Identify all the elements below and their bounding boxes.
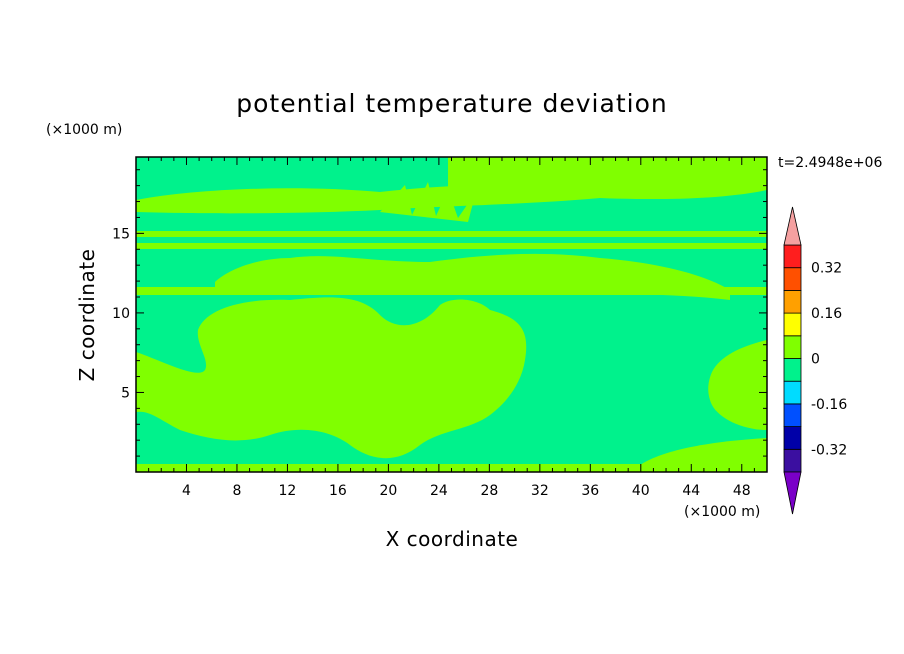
x-tick-label: 24 bbox=[430, 483, 448, 499]
region-left-blob bbox=[136, 297, 527, 459]
y-unit-label: (×1000 m) bbox=[46, 122, 122, 138]
colorbar-segment bbox=[783, 403, 802, 427]
colorbar-label: 0.16 bbox=[811, 306, 842, 322]
band-15 bbox=[136, 231, 767, 237]
y-tick-label: 10 bbox=[112, 306, 130, 322]
colorbar-label: -0.16 bbox=[811, 397, 847, 413]
x-tick-label: 36 bbox=[581, 483, 599, 499]
chart-title: potential temperature deviation bbox=[236, 89, 667, 118]
time-label: t=2.4948e+06 bbox=[778, 155, 882, 171]
band-11 bbox=[136, 287, 767, 295]
x-tick-label: 44 bbox=[682, 483, 700, 499]
region-upper-bands bbox=[136, 178, 767, 214]
colorbar-segment bbox=[783, 312, 802, 337]
band-14 bbox=[136, 243, 767, 249]
colorbar-segment bbox=[783, 289, 802, 314]
colorbar-under-arrow bbox=[783, 471, 802, 515]
x-tick-label: 40 bbox=[632, 483, 650, 499]
region-bottom-right bbox=[640, 438, 767, 472]
colorbar-segment bbox=[783, 448, 802, 473]
x-unit-label: (×1000 m) bbox=[684, 504, 760, 520]
region-wedge-rays bbox=[380, 182, 476, 222]
y-axis-label: Z coordinate bbox=[75, 249, 99, 382]
colorbar-over-arrow bbox=[783, 206, 802, 246]
x-tick-label: 12 bbox=[279, 483, 297, 499]
colorbar-label: 0.32 bbox=[811, 261, 842, 277]
y-tick-label: 5 bbox=[121, 385, 130, 401]
x-axis-label: X coordinate bbox=[386, 527, 519, 551]
colorbar-label: -0.32 bbox=[811, 442, 847, 458]
colorbar-segment bbox=[783, 380, 802, 405]
x-axis-ticks: 4 8 12 16 20 24 28 32 36 40 44 48 bbox=[148, 157, 755, 499]
colorbar-segment bbox=[783, 244, 802, 269]
colorbar: 0.32 0.16 0 -0.16 -0.32 bbox=[783, 206, 847, 515]
colorbar-segment bbox=[783, 267, 802, 291]
x-tick-label: 28 bbox=[480, 483, 498, 499]
x-tick-label: 16 bbox=[329, 483, 347, 499]
plot-field bbox=[136, 157, 767, 472]
colorbar-segment bbox=[783, 358, 802, 382]
colorbar-segment bbox=[783, 426, 802, 450]
x-tick-label: 8 bbox=[232, 483, 241, 499]
colorbar-segment bbox=[783, 335, 802, 359]
region-right-blob bbox=[708, 340, 767, 430]
x-tick-label: 20 bbox=[379, 483, 397, 499]
x-tick-label: 48 bbox=[733, 483, 751, 499]
x-tick-label: 4 bbox=[182, 483, 191, 499]
colorbar-label: 0 bbox=[811, 352, 820, 368]
y-tick-label: 15 bbox=[112, 226, 130, 242]
y-axis-ticks: 5 10 15 bbox=[112, 169, 767, 457]
x-tick-label: 32 bbox=[531, 483, 549, 499]
